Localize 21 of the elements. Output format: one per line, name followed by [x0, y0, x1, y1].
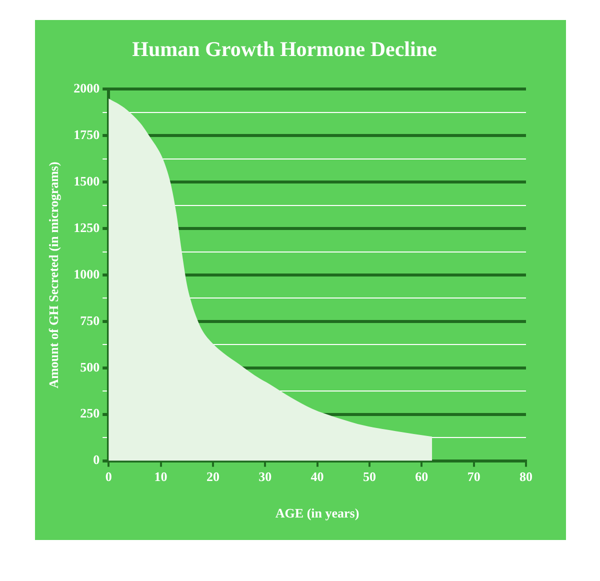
y-tick-label: 0: [93, 452, 100, 468]
x-tick-label: 0: [105, 468, 112, 484]
x-tick-label: 70: [467, 468, 480, 484]
y-tick-label: 1000: [74, 266, 100, 282]
x-tick-label: 10: [154, 468, 168, 484]
y-tick-label: 250: [80, 406, 100, 421]
x-tick-label: 40: [310, 468, 324, 484]
x-tick-label: 20: [206, 468, 220, 484]
x-axis-title: AGE (in years): [275, 506, 360, 521]
y-tick-label: 2000: [74, 80, 100, 96]
y-tick-label: 500: [80, 359, 100, 374]
y-axis-title: Amount of GH Secreted (in micrograms): [46, 162, 62, 388]
x-tick-label: 50: [362, 468, 376, 484]
y-tick-label: 750: [80, 312, 100, 328]
y-tick-label: 1750: [74, 127, 100, 142]
x-tick-label: 80: [520, 468, 532, 484]
x-tick-label: 60: [415, 468, 428, 484]
x-tick-label: 30: [258, 468, 272, 484]
chart-title: Human Growth Hormone Decline: [132, 37, 437, 62]
y-tick-label: 1500: [74, 173, 100, 188]
y-tick-label: 1250: [74, 220, 100, 235]
